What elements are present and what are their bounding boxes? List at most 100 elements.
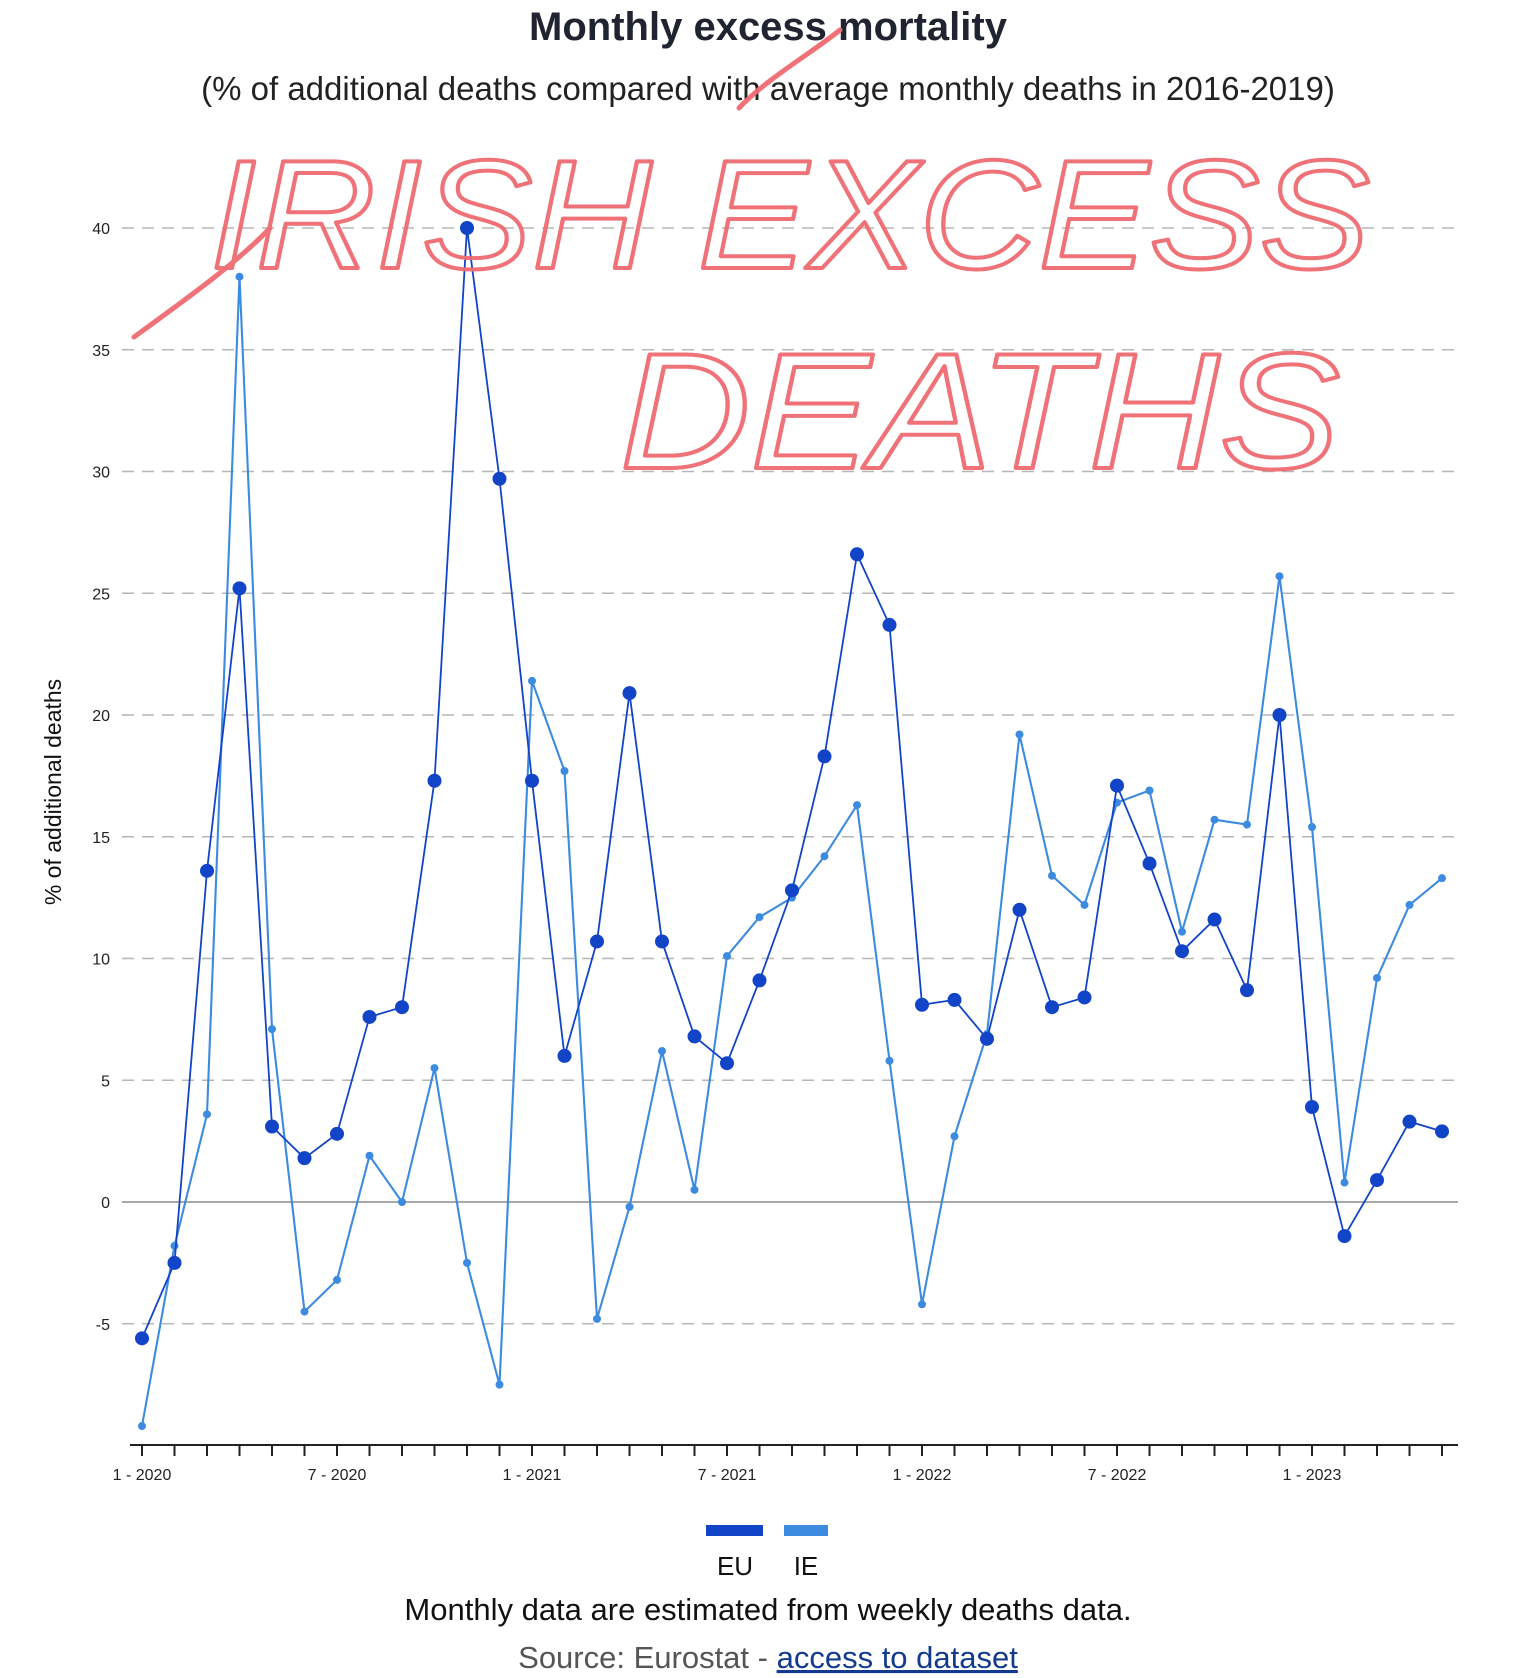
x-tick-label: 1 - 2021 [503,1467,562,1484]
eu-data-point[interactable] [720,1056,734,1071]
ie-data-point[interactable] [268,1025,276,1034]
x-tick-label: 1 - 2023 [1283,1467,1342,1484]
chart-subtitle: (% of additional deaths compared with av… [201,70,1335,107]
eu-data-point[interactable] [330,1126,344,1141]
ie-data-point[interactable] [300,1307,309,1316]
eu-data-point[interactable] [297,1151,312,1166]
legend-swatch-eu [706,1525,763,1536]
y-tick-label: 0 [101,1195,110,1212]
eu-data-point[interactable] [915,997,929,1012]
ie-data-point[interactable] [950,1132,959,1141]
eu-data-point[interactable] [687,1029,702,1044]
legend-label-eu: EU [717,1551,753,1581]
eu-data-point[interactable] [655,934,669,949]
ie-data-point[interactable] [1048,871,1056,880]
eu-data-point[interactable] [590,934,604,949]
eu-data-point[interactable] [622,686,637,701]
ie-data-point[interactable] [1080,900,1089,909]
eu-data-point[interactable] [1175,944,1189,959]
ie-data-point[interactable] [1340,1178,1349,1187]
eu-data-point[interactable] [882,617,897,632]
eu-data-point[interactable] [752,973,767,988]
x-tick-label: 1 - 2022 [893,1467,952,1484]
eu-data-point[interactable] [557,1048,572,1063]
y-tick-label: 30 [92,465,110,482]
ie-data-point[interactable] [625,1202,634,1211]
eu-data-point[interactable] [525,773,539,788]
dataset-link[interactable]: access to dataset [777,1640,1019,1675]
ie-data-point[interactable] [1145,786,1154,795]
eu-data-point[interactable] [167,1255,182,1270]
eu-data-point[interactable] [947,992,962,1007]
eu-data-point[interactable] [980,1031,994,1046]
eu-data-point[interactable] [135,1331,149,1346]
eu-data-point[interactable] [785,883,799,898]
ie-data-point[interactable] [1210,815,1219,824]
ie-data-point[interactable] [1405,900,1414,909]
eu-data-point[interactable] [1077,990,1092,1005]
ie-data-point[interactable] [560,767,569,776]
eu-data-point[interactable] [1337,1229,1352,1244]
eu-data-point[interactable] [232,581,247,596]
ie-data-point[interactable] [885,1056,894,1065]
eu-data-point[interactable] [1110,778,1124,793]
ie-data-point[interactable] [690,1185,699,1194]
ie-data-point[interactable] [820,852,829,861]
y-tick-label: -5 [96,1317,110,1334]
legend-item-eu[interactable]: EU [706,1525,763,1581]
gridlines-layer [122,227,1458,1325]
x-tick-label: 7 - 2021 [698,1467,757,1484]
y-tick-label: 5 [101,1073,110,1090]
y-tick-labels-layer: 40 35 30 25 20 15 10 5 0 -5 [92,221,110,1334]
ie-data-point[interactable] [138,1422,146,1431]
ie-data-point[interactable] [593,1314,601,1323]
eu-data-point[interactable] [1012,902,1027,917]
legend-item-ie[interactable]: IE [784,1525,828,1581]
eu-data-point[interactable] [362,1009,377,1024]
ie-data-point[interactable] [658,1047,666,1056]
eu-data-point[interactable] [1240,983,1254,998]
footer-note: Monthly data are estimated from weekly d… [404,1592,1131,1627]
eu-data-point[interactable] [1045,1000,1059,1015]
eu-data-point[interactable] [460,221,474,235]
ie-data-point[interactable] [203,1110,211,1119]
eu-data-point[interactable] [1142,856,1157,871]
ie-data-point[interactable] [495,1380,504,1389]
ie-data-point[interactable] [1178,927,1186,936]
x-tick-label: 1 - 2020 [113,1467,172,1484]
y-tick-label: 20 [92,708,110,725]
ie-data-point[interactable] [1015,730,1024,739]
eu-data-point[interactable] [1305,1100,1319,1115]
ie-data-point[interactable] [365,1151,374,1160]
ie-data-point[interactable] [333,1275,341,1284]
eu-data-point[interactable] [817,749,832,764]
ie-data-point[interactable] [918,1300,926,1309]
ie-data-point[interactable] [1243,820,1251,829]
eu-data-point[interactable] [395,1000,409,1015]
ie-data-point[interactable] [1275,572,1284,581]
ie-data-point[interactable] [853,801,861,810]
ie-data-point[interactable] [235,272,244,281]
eu-data-point[interactable] [265,1119,279,1134]
ie-data-point[interactable] [463,1258,471,1267]
ie-data-point[interactable] [723,952,731,961]
ie-data-point[interactable] [1373,973,1381,982]
eu-data-point[interactable] [1207,912,1222,927]
eu-data-point[interactable] [1402,1114,1417,1129]
ie-data-point[interactable] [1308,823,1316,832]
eu-data-point[interactable] [1272,708,1287,722]
eu-data-point[interactable] [492,471,507,486]
eu-data-point[interactable] [200,863,214,878]
ie-data-point[interactable] [398,1198,406,1206]
eu-data-point[interactable] [1370,1173,1384,1188]
x-axis-layer: 1 - 2020 7 - 2020 1 - 2021 7 - 2021 1 - 2022… [113,1444,1458,1484]
legend-swatch-ie [784,1525,828,1536]
eu-data-point[interactable] [850,547,864,562]
ie-data-point[interactable] [755,913,764,922]
ie-data-point[interactable] [528,676,536,685]
eu-data-point[interactable] [427,773,442,788]
eu-data-point[interactable] [1435,1124,1449,1139]
ie-data-point[interactable] [1438,874,1446,883]
ie-data-point[interactable] [430,1064,439,1073]
